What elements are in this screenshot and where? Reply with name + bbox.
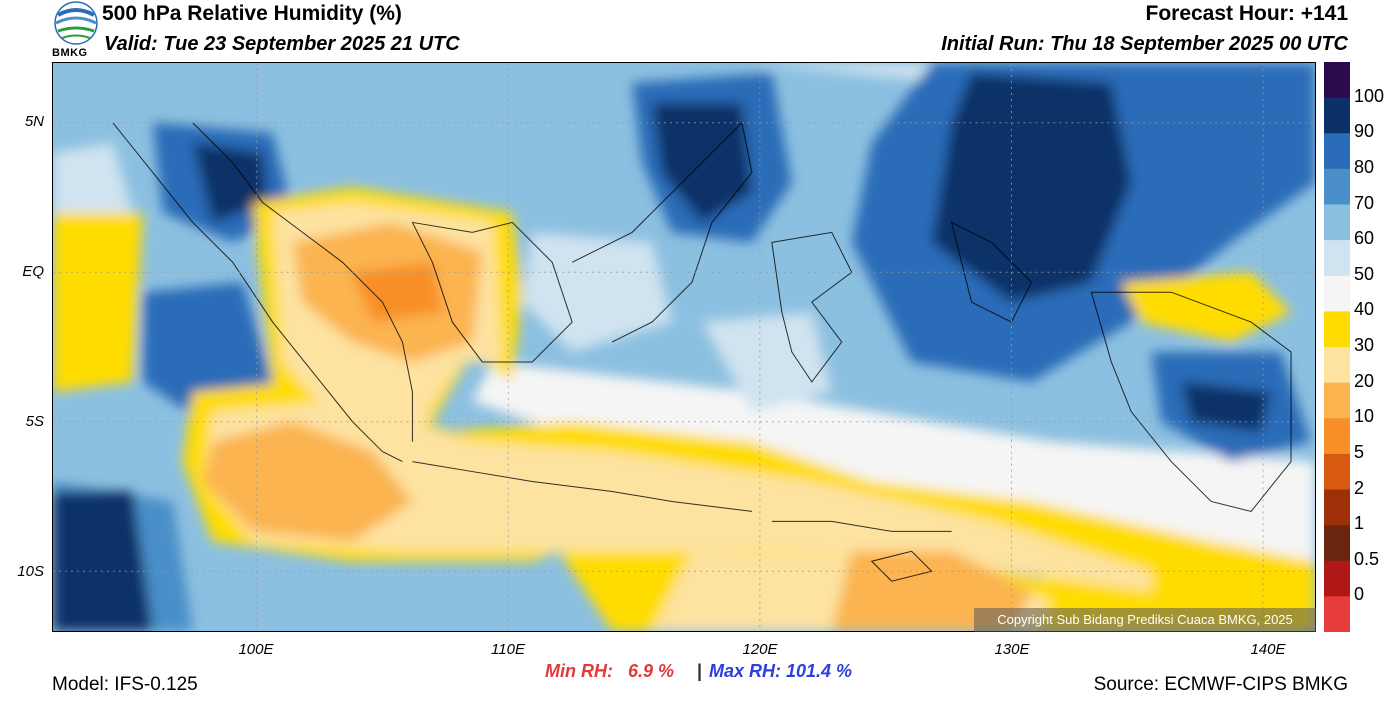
- colorbar-segment: [1324, 525, 1350, 562]
- min-rh: Min RH: 6.9 %: [545, 661, 675, 681]
- colorbar-segment: [1324, 596, 1350, 632]
- colorbar-segment: [1324, 489, 1350, 526]
- colorbar-segment: [1324, 347, 1350, 384]
- colorbar-segment: [1324, 560, 1350, 597]
- lon-label-130e: 130E: [994, 641, 1030, 658]
- valid-time: Valid: Tue 23 September 2025 21 UTC: [104, 33, 460, 55]
- colorbar-label: 50: [1354, 263, 1375, 284]
- colorbar-segment: [1324, 204, 1350, 241]
- max-rh: Max RH: 101.4 %: [709, 661, 853, 681]
- colorbar-segment: [1324, 382, 1350, 419]
- humidity-map: [52, 62, 1316, 632]
- model-info: Model: IFS-0.125: [52, 674, 198, 695]
- colorbar-label: 80: [1354, 156, 1375, 177]
- colorbar-label: 1: [1354, 513, 1365, 534]
- colorbar-segment: [1324, 453, 1350, 490]
- lon-label-100e: 100E: [238, 641, 274, 658]
- lat-label-eq: EQ: [22, 263, 44, 280]
- colorbar-segment: [1324, 275, 1350, 312]
- lon-label-140e: 140E: [1250, 641, 1286, 658]
- colorbar-segment: [1324, 168, 1350, 205]
- colorbar-label: 0: [1354, 584, 1365, 605]
- colorbar-label: 40: [1354, 299, 1375, 320]
- colorbar-segment: [1324, 133, 1350, 170]
- lat-label-5s: 5S: [25, 413, 44, 430]
- lat-label-5n: 5N: [24, 113, 44, 130]
- colorbar-segment: [1324, 62, 1350, 99]
- colorbar-label: 60: [1354, 228, 1375, 249]
- forecast-hour: Forecast Hour: +141: [1145, 2, 1349, 25]
- colorbar-label: 30: [1354, 335, 1375, 355]
- colorbar-label: 5: [1354, 441, 1365, 462]
- lat-label-10s: 10S: [17, 563, 44, 580]
- source-info: Source: ECMWF-CIPS BMKG: [1093, 674, 1348, 695]
- colorbar-label: 0.5: [1354, 548, 1380, 569]
- logo-text: BMKG: [52, 47, 88, 59]
- colorbar-segment: [1324, 240, 1350, 277]
- colorbar-segment: [1324, 418, 1350, 455]
- colorbar-label: 10: [1354, 406, 1375, 427]
- colorbar-label: 90: [1354, 121, 1375, 142]
- colorbar-segment: [1324, 311, 1350, 348]
- colorbar-label: 2: [1354, 477, 1365, 498]
- initial-run: Initial Run: Thu 18 September 2025 00 UT…: [941, 33, 1348, 55]
- bmkg-logo: [54, 1, 98, 45]
- lon-label-110e: 110E: [491, 641, 525, 658]
- lon-label-120e: 120E: [742, 641, 778, 658]
- stats-separator: |: [697, 661, 703, 681]
- colorbar-label: 100: [1354, 85, 1385, 106]
- chart-title: 500 hPa Relative Humidity (%): [102, 2, 402, 25]
- colorbar-segment: [1324, 97, 1350, 134]
- colorbar: [1324, 62, 1350, 632]
- copyright-notice: Copyright Sub Bidang Prediksi Cuaca BMKG…: [974, 608, 1316, 632]
- colorbar-label: 20: [1354, 370, 1375, 391]
- colorbar-label: 70: [1354, 192, 1375, 213]
